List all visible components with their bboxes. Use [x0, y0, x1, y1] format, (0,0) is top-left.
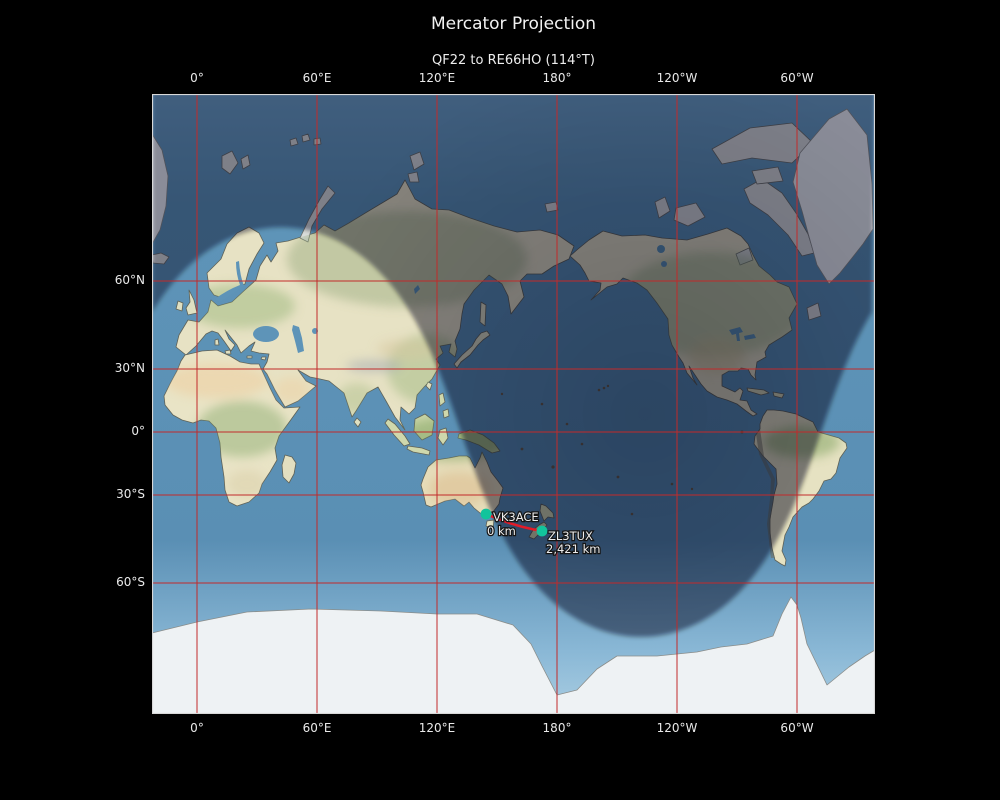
left-tick-30°S: 30°S — [116, 487, 145, 501]
black-sea — [253, 326, 279, 342]
sri-lanka — [353, 417, 362, 428]
java — [406, 445, 431, 456]
uk — [185, 289, 198, 316]
taiwan — [425, 381, 433, 391]
gridlines — [152, 94, 875, 714]
bottom-tick-0°: 0° — [190, 721, 204, 735]
caspian-sea — [292, 325, 304, 353]
station-callsign-VK3ACE: VK3ACE — [493, 510, 539, 524]
ireland — [175, 300, 184, 312]
left-tick-0°: 0° — [131, 424, 145, 438]
bottom-tick-180°: 180° — [542, 721, 572, 735]
station-marker-ZL3TUX — [536, 525, 548, 537]
top-tick-0°: 0° — [190, 71, 204, 85]
station-distance-ZL3TUX: 2,421 km — [546, 542, 600, 556]
map-border — [152, 94, 875, 714]
left-tick-60°S: 60°S — [116, 575, 145, 589]
tasmania — [485, 519, 495, 530]
top-tick-60°W: 60°W — [780, 71, 814, 85]
baltic-sea — [215, 261, 244, 302]
station-distance-VK3ACE: 0 km — [487, 524, 516, 538]
left-tick-60°N: 60°N — [114, 273, 145, 287]
station-callsign-ZL3TUX: ZL3TUX — [548, 529, 593, 543]
station-marker-VK3ACE — [480, 508, 492, 520]
figure-title: Mercator Projection — [430, 14, 597, 34]
left-tick-30°N: 30°N — [114, 361, 145, 375]
philippines — [438, 392, 450, 419]
madagascar — [281, 454, 297, 484]
top-tick-180°: 180° — [542, 71, 572, 85]
bottom-tick-120°E: 120°E — [418, 721, 456, 735]
top-tick-60°E: 60°E — [302, 71, 332, 85]
night-terminator-overlay — [152, 94, 875, 637]
figure-subtitle: QF22 to RE66HO (114°T) — [432, 53, 595, 68]
top-tick-120°E: 120°E — [418, 71, 456, 85]
bottom-tick-120°W: 120°W — [656, 721, 698, 735]
bottom-tick-60°W: 60°W — [780, 721, 814, 735]
bottom-tick-60°E: 60°E — [302, 721, 332, 735]
mediterranean-islands — [214, 338, 267, 361]
top-tick-120°W: 120°W — [656, 71, 698, 85]
